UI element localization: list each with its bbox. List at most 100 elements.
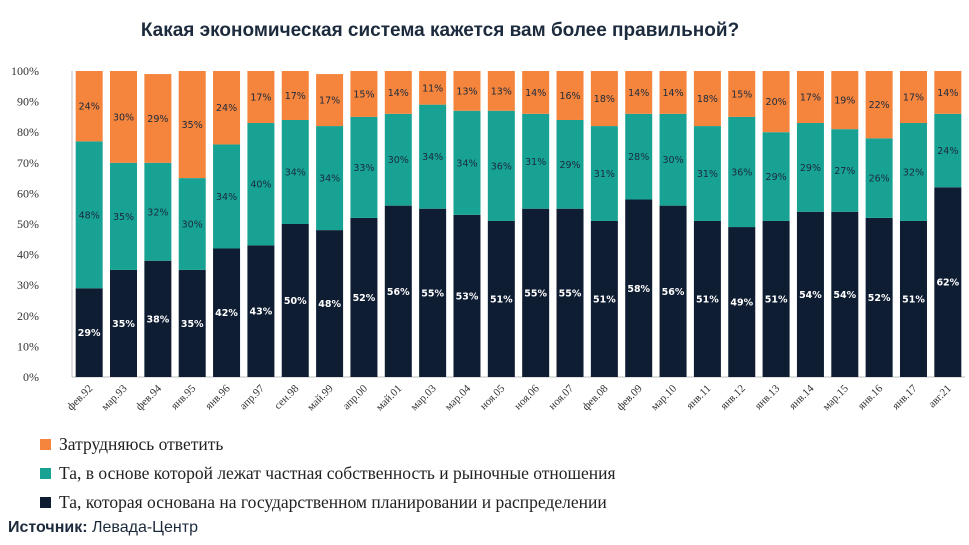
data-label: 14% bbox=[388, 88, 409, 99]
x-tick-label: янв.14 bbox=[787, 382, 817, 412]
data-label: 17% bbox=[250, 93, 271, 104]
source-value: Левада-Центр bbox=[91, 519, 198, 536]
x-tick-label: авг.21 bbox=[926, 383, 954, 411]
bar-segment bbox=[487, 110, 515, 221]
legend-label-market: Та, в основе которой лежат частная собст… bbox=[59, 463, 616, 483]
bar-segment bbox=[350, 116, 378, 218]
data-label: 58% bbox=[627, 284, 650, 295]
data-label: 56% bbox=[662, 287, 685, 298]
x-tick-label: янв.17 bbox=[890, 382, 920, 412]
data-label: 43% bbox=[250, 307, 273, 318]
data-label: 17% bbox=[285, 91, 306, 102]
bar-segment bbox=[144, 74, 172, 163]
data-label: 13% bbox=[456, 86, 477, 97]
legend-item-no-answer: Затрудняюсь ответить bbox=[40, 430, 616, 459]
bar-segment bbox=[556, 119, 584, 209]
bar-segment bbox=[728, 116, 756, 228]
y-tick-label: 30% bbox=[17, 278, 39, 292]
bar-segment bbox=[384, 205, 412, 377]
bar-segment bbox=[281, 71, 309, 120]
data-label: 31% bbox=[697, 169, 718, 180]
data-label: 34% bbox=[422, 152, 443, 163]
data-label: 52% bbox=[353, 293, 376, 304]
y-tick-label: 10% bbox=[17, 339, 39, 353]
bar-segment bbox=[419, 104, 447, 209]
bar-segment bbox=[453, 110, 481, 215]
data-label: 48% bbox=[79, 210, 100, 221]
data-label: 24% bbox=[216, 103, 237, 114]
bar-segment bbox=[247, 123, 275, 246]
data-label: 54% bbox=[799, 290, 822, 301]
x-tick-label: май.01 bbox=[374, 383, 405, 414]
data-label: 55% bbox=[524, 288, 547, 299]
bar-segment bbox=[831, 71, 859, 130]
data-label: 55% bbox=[559, 288, 582, 299]
bar-segment bbox=[762, 220, 790, 377]
data-label: 50% bbox=[284, 296, 307, 307]
bar-segment bbox=[178, 178, 206, 270]
data-label: 29% bbox=[78, 328, 101, 339]
data-label: 34% bbox=[456, 158, 477, 169]
legend: Затрудняюсь ответить Та, в основе которо… bbox=[40, 430, 616, 517]
bar-segment bbox=[556, 71, 584, 120]
data-label: 36% bbox=[491, 161, 512, 172]
bar-segment bbox=[178, 71, 206, 179]
data-label: 56% bbox=[387, 287, 410, 298]
bar-segment bbox=[693, 126, 721, 221]
data-label: 62% bbox=[936, 278, 959, 289]
x-tick-label: янв.13 bbox=[753, 382, 783, 412]
bar-segment bbox=[831, 129, 859, 212]
data-label: 40% bbox=[250, 180, 271, 191]
y-tick-label: 100% bbox=[11, 64, 39, 78]
y-tick-label: 40% bbox=[17, 248, 39, 262]
data-label: 35% bbox=[181, 319, 204, 330]
data-label: 51% bbox=[765, 294, 788, 305]
data-label: 42% bbox=[215, 308, 238, 319]
bar-segment bbox=[556, 208, 584, 377]
bar-segment bbox=[316, 74, 344, 127]
bar-segment bbox=[762, 132, 790, 221]
bar-segment bbox=[625, 199, 653, 377]
data-label: 32% bbox=[147, 207, 168, 218]
bar-segment bbox=[899, 71, 927, 124]
data-label: 51% bbox=[490, 294, 513, 305]
data-label: 18% bbox=[697, 94, 718, 105]
x-tick-label: мар.04 bbox=[443, 382, 474, 413]
bar-segment bbox=[590, 71, 618, 127]
data-label: 13% bbox=[491, 86, 512, 97]
data-label: 24% bbox=[937, 146, 958, 157]
bar-segment bbox=[453, 71, 481, 111]
y-tick-label: 70% bbox=[17, 156, 39, 170]
legend-label-planned: Та, которая основана на государственном … bbox=[59, 492, 607, 512]
bar-segment bbox=[693, 71, 721, 127]
bar-segment bbox=[487, 220, 515, 377]
x-tick-label: мар.15 bbox=[820, 382, 851, 413]
bar-segment bbox=[762, 71, 790, 133]
y-tick-label: 20% bbox=[17, 309, 39, 323]
x-tick-label: сен.98 bbox=[272, 382, 302, 412]
data-label: 38% bbox=[146, 314, 169, 325]
data-label: 34% bbox=[319, 174, 340, 185]
x-tick-label: ноя.05 bbox=[478, 382, 508, 412]
data-label: 48% bbox=[318, 299, 341, 310]
data-label: 18% bbox=[594, 94, 615, 105]
data-label: 14% bbox=[662, 88, 683, 99]
bar-segment bbox=[247, 245, 275, 377]
data-label: 14% bbox=[628, 88, 649, 99]
bar-segment bbox=[659, 71, 687, 114]
bar-segment bbox=[384, 71, 412, 114]
bar-segment bbox=[247, 71, 275, 124]
data-label: 34% bbox=[216, 192, 237, 203]
bar-segment bbox=[281, 119, 309, 224]
bar-segment bbox=[728, 227, 756, 377]
bar-segment bbox=[144, 260, 172, 377]
x-tick-label: фев.09 bbox=[614, 382, 645, 413]
legend-swatch-no-answer bbox=[40, 439, 51, 450]
bar-segment bbox=[75, 141, 103, 289]
data-label: 35% bbox=[182, 120, 203, 131]
data-label: 28% bbox=[628, 152, 649, 163]
x-tick-label: ноя.07 bbox=[546, 382, 576, 412]
data-label: 30% bbox=[388, 155, 409, 166]
bar-segment bbox=[350, 217, 378, 377]
y-tick-label: 0% bbox=[23, 370, 39, 384]
